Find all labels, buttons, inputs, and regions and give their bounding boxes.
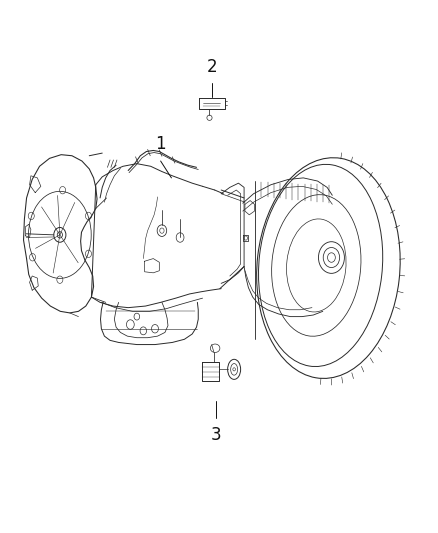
Text: 3: 3 <box>211 426 221 444</box>
Text: 2: 2 <box>206 58 217 76</box>
Text: 1: 1 <box>155 135 166 153</box>
